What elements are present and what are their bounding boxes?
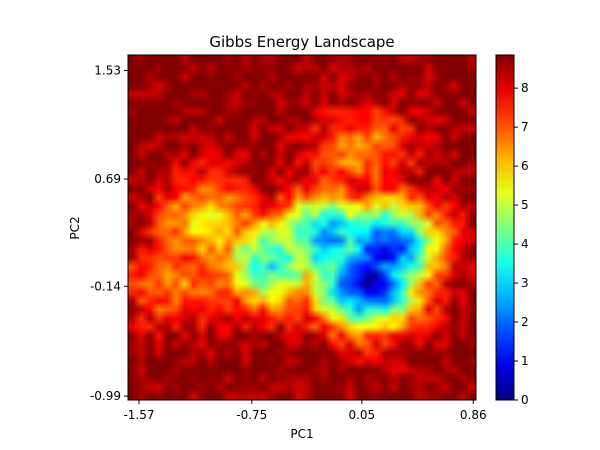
colorbar-tick-label: 6	[521, 159, 529, 173]
colorbar-tick-label: 4	[521, 237, 529, 251]
plot-frame	[127, 54, 477, 401]
colorbar-ticks: 0 1 2 3 4 5 6 7 8	[514, 81, 529, 407]
colorbar-tick-label: 2	[521, 315, 529, 329]
heatmap-image	[128, 55, 476, 400]
x-tick-label: 0.86	[460, 408, 487, 422]
colorbar-tick-label: 8	[521, 81, 529, 95]
x-axis-ticks: -1.57 -0.75 0.05 0.86	[123, 400, 487, 422]
x-tick-label: -1.57	[123, 408, 154, 422]
y-tick-label: 0.69	[94, 172, 121, 186]
x-axis-label: PC1	[290, 427, 313, 441]
x-tick-label: 0.05	[348, 408, 375, 422]
y-axis-label: PC2	[68, 216, 82, 239]
y-tick-label: 1.53	[94, 64, 121, 78]
y-axis-ticks: 1.53 0.69 -0.14 -0.99	[90, 64, 128, 403]
colorbar: 0 1 2 3 4 5 6 7 8	[495, 54, 529, 407]
x-tick-label: -0.75	[236, 408, 267, 422]
colorbar-tick-label: 7	[521, 120, 529, 134]
colorbar-tick-label: 0	[521, 393, 529, 407]
colorbar-tick-label: 1	[521, 354, 529, 368]
y-tick-label: -0.14	[90, 279, 121, 293]
colorbar-gradient	[495, 54, 515, 401]
heatmap-plot	[127, 54, 477, 401]
colorbar-tick-label: 5	[521, 198, 529, 212]
chart-title: Gibbs Energy Landscape	[209, 33, 394, 51]
y-tick-label: -0.99	[90, 389, 121, 403]
colorbar-tick-label: 3	[521, 276, 529, 290]
